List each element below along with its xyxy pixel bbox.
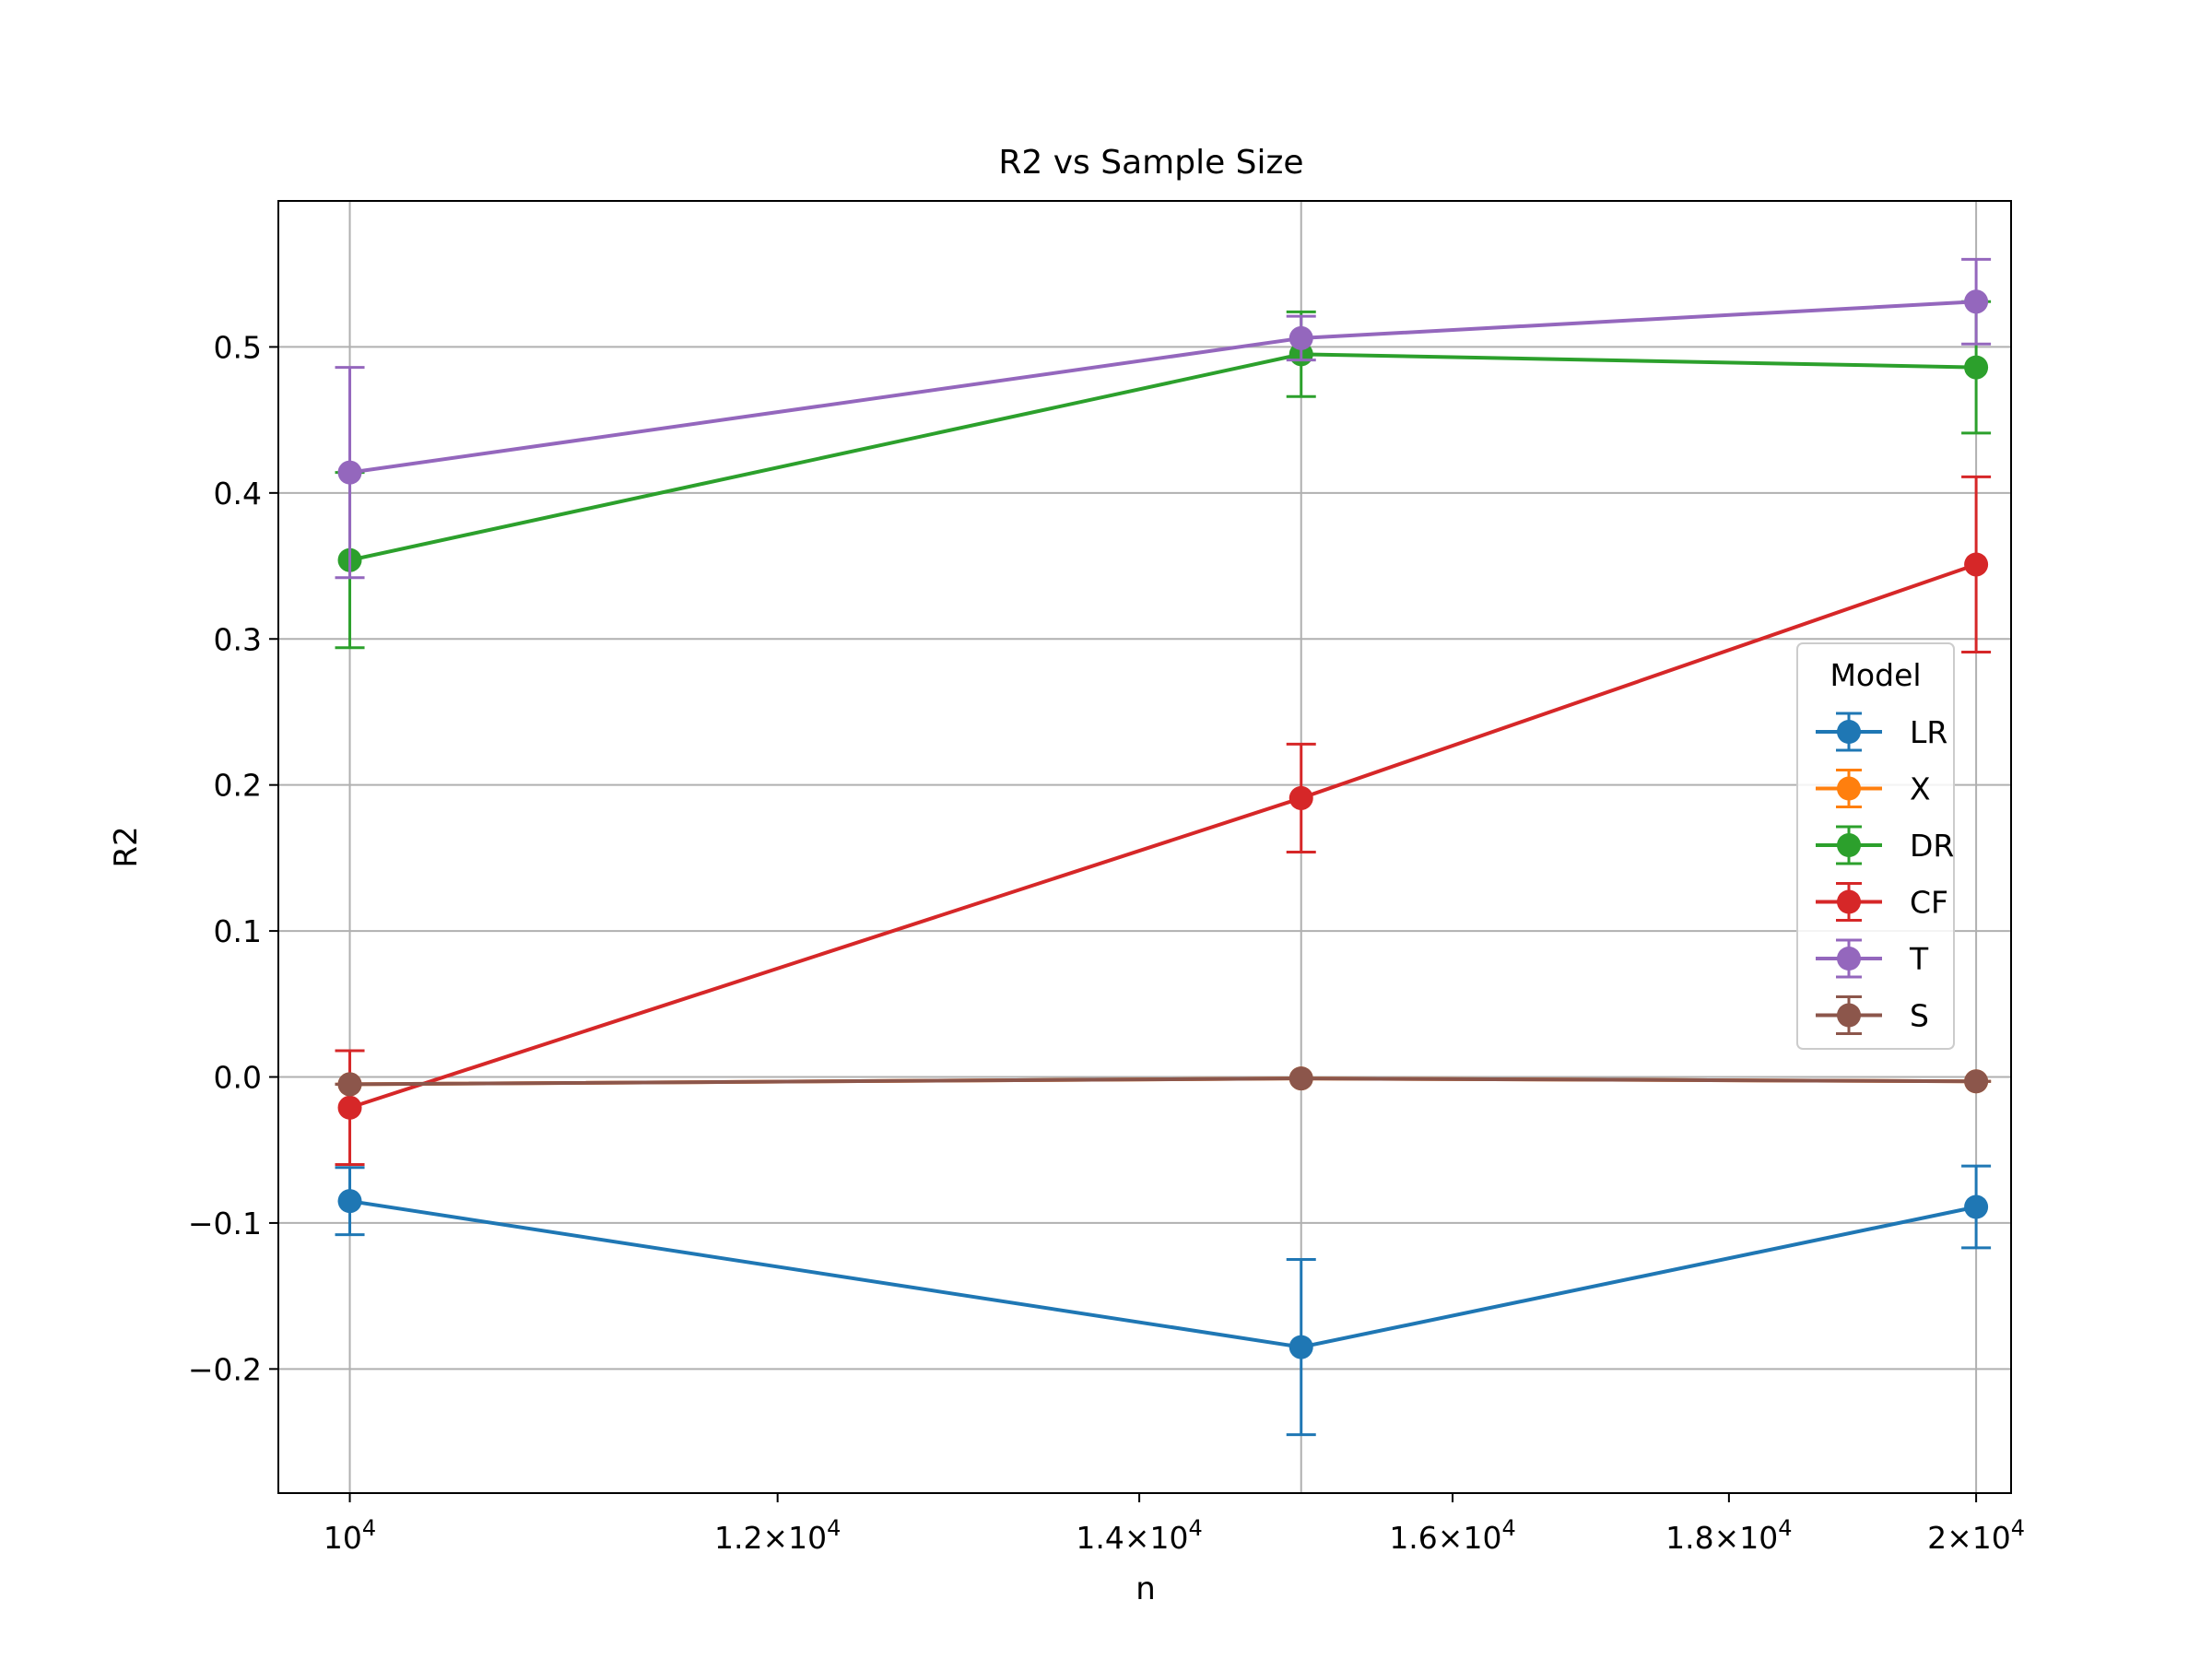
legend-marker-DR (1837, 833, 1861, 857)
data-point-T-2 (1964, 289, 1989, 314)
data-point-CF-1 (1288, 785, 1313, 810)
series-T (335, 257, 1992, 580)
series-CF (335, 475, 1992, 1167)
y-tick-label-5: 0.3 (214, 621, 262, 657)
legend-entry-X: X (1816, 769, 1931, 808)
x-tick-label-1: 1.2×104 (714, 1515, 841, 1556)
data-point-LR-2 (1964, 1194, 1989, 1219)
x-axis-label: n (1135, 1571, 1156, 1607)
legend-entry-DR: DR (1816, 825, 1954, 865)
legend-marker-LR (1837, 720, 1861, 744)
legend-marker-CF (1837, 889, 1861, 914)
y-tick-label-6: 0.4 (214, 476, 262, 512)
y-tick-label-1: −0.1 (188, 1206, 262, 1241)
series-S (335, 1066, 1992, 1097)
data-point-S-2 (1964, 1069, 1989, 1094)
x-tick-label-4: 1.8×104 (1665, 1515, 1792, 1556)
data-point-DR-2 (1964, 355, 1989, 380)
y-tick-label-3: 0.1 (214, 913, 262, 949)
legend-marker-X (1837, 776, 1861, 801)
legend-label-T: T (1909, 941, 1929, 977)
x-tick-label-2: 1.4×104 (1076, 1515, 1202, 1556)
y-tick-label-4: 0.2 (214, 768, 262, 804)
legend-entry-CF: CF (1816, 882, 1948, 922)
data-point-CF-2 (1964, 552, 1989, 577)
legend-title: Model (1830, 657, 1921, 693)
data-point-S-0 (337, 1072, 362, 1097)
series-LR (335, 1164, 1992, 1437)
y-tick-label-2: 0.0 (214, 1060, 262, 1096)
legend-label-X: X (1910, 771, 1931, 807)
legend-entry-T: T (1816, 938, 1929, 979)
x-tick-label-0: 104 (324, 1515, 376, 1556)
series-layer (335, 257, 1992, 1437)
x-tick-label-5: 2×104 (1927, 1515, 2025, 1556)
chart-title: R2 vs Sample Size (998, 144, 1303, 182)
plot-area-frame (277, 200, 2012, 1494)
y-tick-label-0: −0.2 (188, 1351, 262, 1387)
data-point-LR-0 (337, 1189, 362, 1214)
legend: Model LR X DR CF TS (1796, 642, 1955, 1050)
legend-entry-LR: LR (1816, 712, 1947, 752)
y-axis-label: R2 (108, 826, 145, 867)
data-point-CF-0 (337, 1095, 362, 1120)
legend-label-DR: DR (1910, 828, 1954, 864)
x-tick-label-3: 1.6×104 (1389, 1515, 1515, 1556)
legend-label-CF: CF (1910, 885, 1948, 921)
ticks-layer: −0.2 −0.1 0.0 0.1 0.2 0.3 0.4 0.5 104 1.2×104 1.4×… (188, 329, 2025, 1556)
y-tick-label-7: 0.5 (214, 329, 262, 365)
data-point-S-1 (1288, 1066, 1313, 1091)
legend-label-S: S (1910, 998, 1929, 1034)
data-point-LR-1 (1288, 1335, 1313, 1359)
data-point-T-0 (337, 460, 362, 485)
data-point-T-1 (1288, 325, 1313, 350)
legend-label-LR: LR (1910, 714, 1947, 750)
legend-marker-S (1837, 1003, 1861, 1028)
legend-marker-T (1837, 947, 1861, 971)
legend-entry-S: S (1816, 995, 1929, 1035)
